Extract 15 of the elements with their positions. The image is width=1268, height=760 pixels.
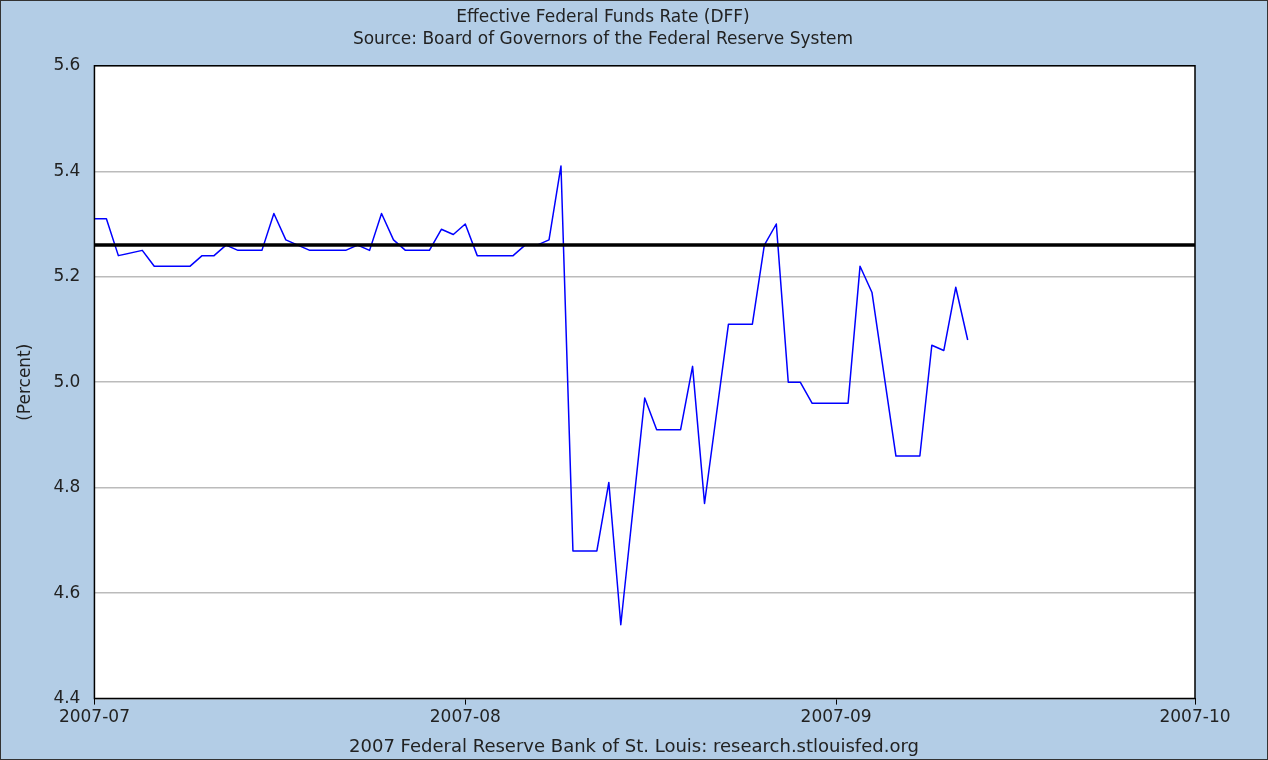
chart-title: Effective Federal Funds Rate (DFF) bbox=[456, 5, 750, 26]
chart-subtitle: Source: Board of Governors of the Federal Reserve System bbox=[352, 28, 854, 49]
y-tick-label: 4.8 bbox=[53, 476, 81, 497]
x-tick-label: 2007-07 bbox=[58, 706, 130, 727]
y-tick-label: 5.0 bbox=[53, 370, 81, 391]
y-tick-label: 5.4 bbox=[53, 159, 81, 180]
x-tick-label: 2007-08 bbox=[429, 706, 501, 727]
text: 2007 Federal Reserve Bank of St. Louis: research.stlouisfed.org bbox=[348, 735, 920, 756]
y-tick-label: 4.4 bbox=[53, 687, 81, 708]
y-tick-label: 4.6 bbox=[53, 581, 81, 602]
x-tick-label: 2007-09 bbox=[800, 706, 872, 727]
x-tick-label: 2007-10 bbox=[1159, 706, 1231, 727]
y-tick-label: 5.6 bbox=[53, 54, 81, 75]
y-axis-title: (Percent) bbox=[13, 343, 34, 421]
y-tick-label: 5.2 bbox=[53, 265, 81, 286]
